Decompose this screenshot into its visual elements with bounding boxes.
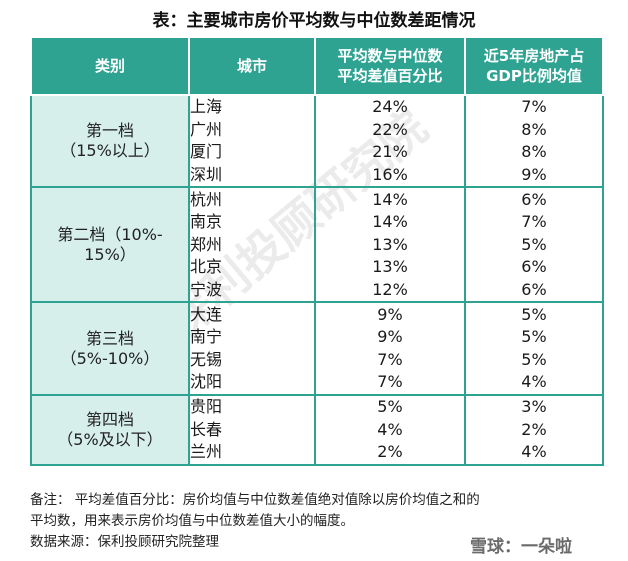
table-row: 沈阳 7% 4% [31, 371, 604, 396]
tier-range: （5%及以下） [57, 429, 163, 449]
tier-cell: 第三档 （5%-10%） [30, 301, 190, 396]
gdp-cell: 8% [464, 118, 604, 142]
table-row: 第三档 （5%-10%） 大连 9% 5% [30, 301, 604, 396]
header-category: 类别 [30, 36, 190, 96]
gdp-cell: 4% [464, 371, 604, 396]
city-cell: 无锡 [188, 348, 315, 372]
city-cell: 沈阳 [188, 371, 315, 396]
table-title: 表：主要城市房价平均数与中位数差距情况 [152, 11, 476, 31]
city-cell: 广州 [188, 118, 315, 142]
tier-range: （5%-10%） [60, 348, 160, 368]
diff-cell: 16% [314, 163, 465, 189]
city-cell: 深圳 [188, 163, 315, 189]
gdp-cell: 5% [464, 325, 604, 349]
diff-cell: 21% [314, 141, 465, 164]
header-diff: 平均数与中位数 平均差值百分比 [314, 36, 466, 96]
gdp-cell: 4% [464, 440, 604, 466]
table-row: 北京 13% 6% [31, 256, 604, 279]
gdp-cell: 7% [464, 95, 604, 119]
table-row: 南京 14% 7% [31, 210, 604, 234]
gdp-cell: 6% [464, 278, 604, 304]
gdp-cell: 6% [464, 256, 604, 279]
table-row: 无锡 7% 5% [31, 348, 604, 372]
diff-cell: 9% [314, 302, 465, 326]
tier-label: 第四档 [85, 409, 134, 429]
header-city: 城市 [188, 36, 316, 96]
city-cell: 兰州 [188, 440, 315, 466]
gdp-cell: 7% [464, 210, 604, 234]
table-row: 郑州 13% 5% [31, 233, 604, 257]
header-gdp: 近5年房地产占 GDP比例均值 [464, 36, 604, 96]
tier-cell: 第二档（10%- 15%） [30, 186, 190, 304]
table-row: 第四档 （5%及以下） 贵阳 5% 3% [30, 393, 604, 466]
gdp-cell: 3% [464, 394, 604, 419]
xueqiu-logo: 雪球：一朵啦 [470, 537, 572, 557]
city-cell: 杭州 [188, 187, 315, 211]
table-row: 厦门 21% 8% [31, 141, 604, 164]
tier-range: 15%） [84, 244, 136, 264]
diff-cell: 13% [314, 233, 465, 257]
city-cell: 上海 [188, 95, 315, 119]
table-row: 第二档（10%- 15%） 杭州 14% 6% [30, 186, 604, 304]
table-row: 广州 22% 8% [31, 118, 604, 142]
table-row: 长春 4% 2% [31, 418, 604, 441]
gdp-cell: 5% [464, 233, 604, 257]
note-line-2: 平均数，用来表示房价均值与中位数差值大小的幅度。 [30, 513, 354, 529]
gdp-cell: 5% [464, 348, 604, 372]
city-cell: 南京 [188, 210, 315, 234]
table-row: 第一档 （15%以上） 上海 24% 7% [30, 93, 604, 189]
diff-cell: 7% [314, 348, 465, 372]
city-cell: 贵阳 [188, 394, 315, 419]
gdp-cell: 5% [464, 302, 604, 326]
city-cell: 厦门 [188, 141, 315, 164]
diff-cell: 4% [314, 418, 465, 441]
tier-label: 第二档（10%- [57, 224, 163, 244]
city-cell: 长春 [188, 418, 315, 441]
diff-cell: 22% [314, 118, 465, 142]
diff-cell: 13% [314, 256, 465, 279]
data-table: 类别 城市 平均数与中位数 平均差值百分比 近5年房地产占 GDP比例均值 第一档（… [30, 36, 604, 466]
notes: 备注： 平均差值百分比：房价均值与中位数差值绝对值除以房价均值之和的 平均数，用… [30, 490, 600, 553]
city-cell: 宁波 [188, 278, 315, 304]
city-cell: 南宁 [188, 325, 315, 349]
tier-label: 第三档 [85, 328, 134, 348]
note-source: 数据来源：保利投顾研究院整理 [30, 534, 219, 550]
tier-cell: 第一档 （15%以上） [30, 93, 190, 189]
table-row: 南宁 9% 5% [31, 325, 604, 349]
diff-cell: 5% [314, 394, 465, 419]
header-row: 类别 城市 平均数与中位数 平均差值百分比 近5年房地产占 GDP比例均值 [30, 36, 604, 96]
gdp-cell: 2% [464, 418, 604, 441]
city-cell: 大连 [188, 302, 315, 326]
diff-cell: 12% [314, 278, 465, 304]
gdp-cell: 8% [464, 141, 604, 164]
diff-cell: 24% [314, 95, 465, 119]
tier-label: 第一档 [85, 121, 134, 141]
city-cell: 北京 [188, 256, 315, 279]
table-row: 兰州 2% 4% [31, 440, 604, 466]
gdp-cell: 9% [464, 163, 604, 189]
table-body: 第一档 （15%以上） 上海 24% 7% 广州 22% 8% 厦门 21% 8% 深圳 16% 9% 第二… [30, 93, 604, 466]
note-line-1: 备注： 平均差值百分比：房价均值与中位数差值绝对值除以房价均值之和的 [30, 492, 480, 508]
diff-cell: 7% [314, 371, 465, 396]
diff-cell: 9% [314, 325, 465, 349]
table-row: 宁波 12% 6% [31, 278, 604, 304]
diff-cell: 2% [314, 440, 465, 466]
tier-cell: 第四档 （5%及以下） [30, 393, 190, 466]
tier-range: （15%以上） [60, 141, 160, 161]
gdp-cell: 6% [464, 187, 604, 211]
table-row: 深圳 16% 9% [31, 163, 604, 189]
diff-cell: 14% [314, 187, 465, 211]
diff-cell: 14% [314, 210, 465, 234]
city-cell: 郑州 [188, 233, 315, 257]
